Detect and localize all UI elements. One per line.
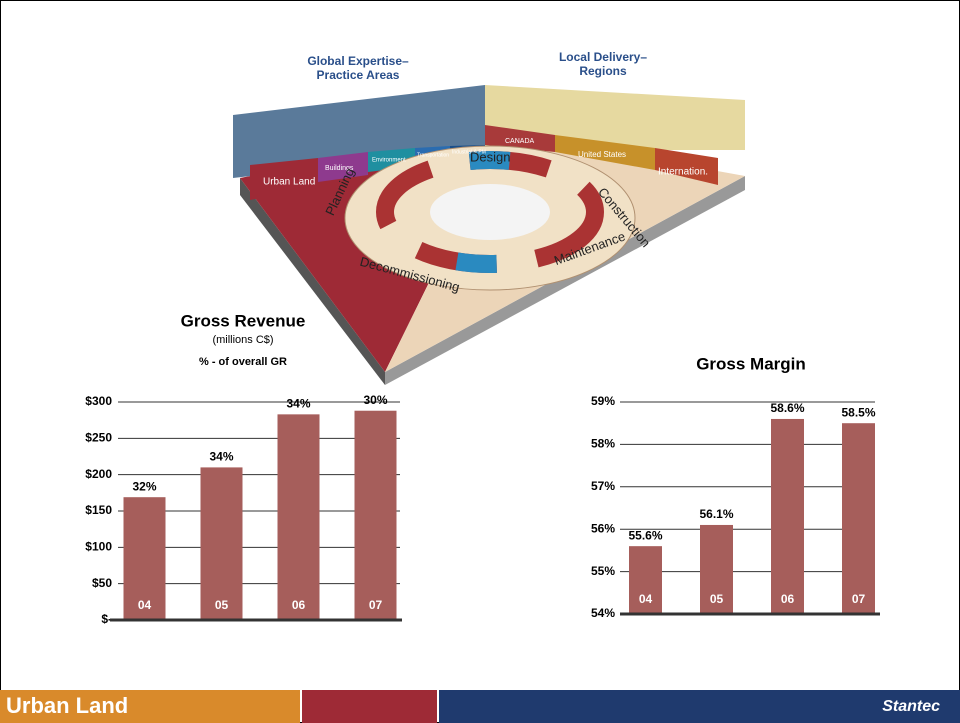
footer-title: Urban Land [6, 693, 128, 718]
share-label: 34% [209, 450, 233, 464]
bar [278, 414, 320, 620]
region-label: Internation. [658, 167, 708, 178]
share-label: 30% [363, 393, 387, 407]
value-label: 56.1% [699, 507, 733, 521]
y-tick-label: $50 [92, 576, 112, 590]
footer-band [302, 690, 437, 723]
y-tick-label: 59% [591, 394, 615, 408]
diagram-heading: Regions [579, 64, 627, 78]
category-label: 06 [292, 598, 306, 612]
chart-title: Gross Margin [696, 354, 806, 373]
diagram-heading: Local Delivery– [559, 50, 647, 64]
bar [355, 411, 397, 620]
share-label: 32% [132, 479, 156, 493]
value-label: 55.6% [628, 528, 662, 542]
category-label: 05 [215, 598, 229, 612]
practice-label: Environment [372, 158, 406, 164]
bar [771, 419, 804, 614]
logo: Stantec [882, 698, 940, 715]
slide: Global Expertise– Practice Areas Local D… [0, 0, 960, 723]
y-tick-label: $100 [85, 540, 112, 554]
value-label: 58.6% [770, 401, 804, 415]
category-label: 07 [852, 592, 866, 606]
y-tick-label: 56% [591, 521, 615, 535]
category-label: 06 [781, 592, 795, 606]
region-label: United States [578, 150, 626, 159]
y-tick-label: $250 [85, 431, 112, 445]
phase-center [430, 184, 550, 240]
y-tick-label: 57% [591, 479, 615, 493]
chart-subtitle: (millions C$) [212, 334, 273, 346]
phase-label: Design [470, 149, 510, 164]
y-tick-label: $300 [85, 394, 112, 408]
footer: Urban Land Stantec [0, 690, 960, 723]
y-tick-label: 58% [591, 437, 615, 451]
y-tick-label: 54% [591, 606, 615, 620]
category-label: 07 [369, 598, 383, 612]
chart-note: % - of overall GR [199, 356, 287, 368]
category-label: 04 [639, 592, 653, 606]
bar [842, 423, 875, 614]
practice-label: Urban Land [263, 177, 315, 188]
category-label: 05 [710, 592, 724, 606]
diagram-heading: Practice Areas [317, 68, 400, 82]
value-label: 58.5% [841, 405, 875, 419]
y-tick-label: $200 [85, 467, 112, 481]
practice-label: Transportation [417, 152, 449, 158]
y-tick-label: 55% [591, 564, 615, 578]
y-tick-label: $150 [85, 503, 112, 517]
share-label: 34% [286, 397, 310, 411]
category-label: 04 [138, 598, 152, 612]
region-label: CANADA [505, 138, 535, 145]
diagram-heading: Global Expertise– [307, 54, 409, 68]
chart-title: Gross Revenue [181, 311, 306, 330]
bar [201, 467, 243, 620]
